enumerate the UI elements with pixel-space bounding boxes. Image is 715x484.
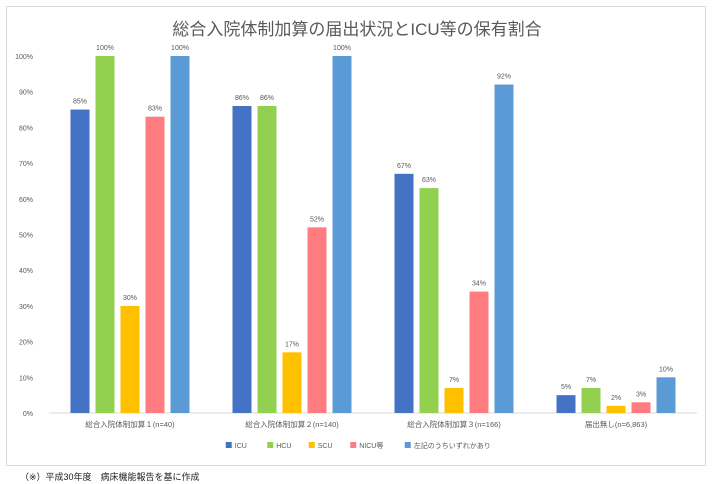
data-label: 86% [260,95,274,102]
bar-ICU-4 [556,395,576,413]
chart-title: 総合入院体制加算の届出状況とICU等の保有割合 [172,20,541,39]
data-label: 85% [73,99,87,106]
bar-HCU-4 [581,388,601,413]
y-tick-label: 80% [19,125,33,132]
legend-swatch-NICU等 [350,442,357,448]
data-label: 30% [123,295,137,302]
source-footnote: （※）平成30年度 病床機能報告を基に作成 [20,472,200,482]
bar-ICU-1 [70,109,90,414]
x-category-label: 総合入院体制加算２(n=140) [245,419,339,429]
x-category-label: 届出無し(n=6,863) [585,419,648,429]
y-tick-label: 20% [19,340,33,347]
y-tick-label: 50% [19,233,33,240]
x-category-label: 総合入院体制加算３(n=166) [407,419,501,429]
bar-SCU-4 [606,405,626,413]
bar-左記のうちいずれかあり-3 [494,84,514,413]
y-tick-label: 10% [19,375,33,382]
bar-HCU-1 [95,56,115,413]
bar-HCU-3 [419,188,439,413]
y-tick-label: 30% [19,304,33,311]
bar-SCU-2 [282,352,302,413]
data-label: 86% [235,95,249,102]
data-label: 83% [148,106,162,113]
legend-swatch-HCU [267,442,274,448]
legend-swatch-左記のうちいずれかあり [404,442,411,448]
data-label: 100% [171,45,189,52]
bar-ICU-2 [232,105,252,413]
data-label: 7% [586,377,596,384]
data-label: 100% [96,45,114,52]
bar-SCU-3 [444,388,464,413]
bar-SCU-1 [120,305,140,413]
chart-frame: 総合入院体制加算の届出状況とICU等の保有割合 0% 10% 20% 30% 40% 50%… [6,6,706,466]
bar-NICU等-2 [307,227,327,413]
legend-label: HCU [276,443,291,450]
bar-HCU-2 [257,105,277,413]
bar-NICU等-3 [469,291,489,413]
bar-ICU-3 [394,173,414,413]
y-tick-label: 40% [19,268,33,275]
data-label: 7% [449,377,459,384]
y-tick-label: 90% [19,90,33,97]
legend-label: SCU [318,443,333,450]
data-label: 63% [422,177,436,184]
y-tick-label: 100% [15,54,33,61]
bar-左記のうちいずれかあり-2 [332,56,352,413]
y-tick-label: 60% [19,197,33,204]
data-label: 3% [636,391,646,398]
data-label: 100% [333,45,351,52]
bar-左記のうちいずれかあり-4 [656,377,676,413]
data-label: 5% [561,384,571,391]
legend-label: 左記のうちいずれかあり [414,441,491,450]
y-tick-label: 70% [19,161,33,168]
bar-左記のうちいずれかあり-1 [170,56,190,413]
legend-swatch-SCU [308,442,315,448]
bar-NICU等-4 [631,402,651,413]
bar-NICU等-1 [145,116,165,413]
data-label: 17% [285,341,299,348]
data-label: 67% [397,163,411,170]
data-label: 10% [659,366,673,373]
data-label: 34% [472,281,486,288]
bar-chart: 総合入院体制加算の届出状況とICU等の保有割合 0% 10% 20% 30% 40% 50%… [15,20,697,450]
legend-label: NICU等 [359,441,383,450]
data-label: 2% [611,395,621,402]
data-label: 52% [310,216,324,223]
legend-swatch-ICU [225,442,232,448]
y-tick-label: 0% [23,411,33,418]
x-category-label: 総合入院体制加算１(n=40) [85,419,175,429]
data-label: 92% [497,74,511,81]
legend-label: ICU [235,443,247,450]
